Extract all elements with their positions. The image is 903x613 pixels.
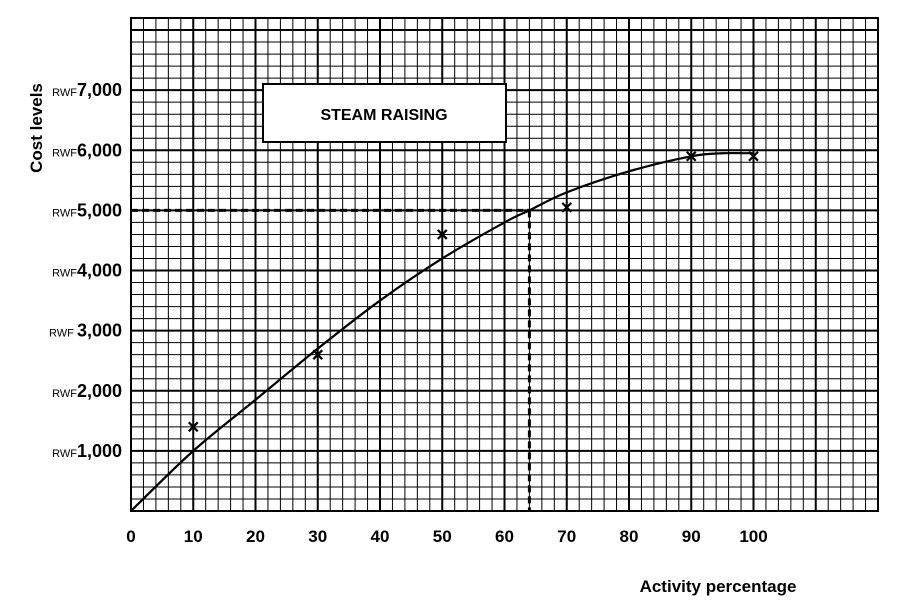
data-point xyxy=(685,151,697,162)
grid xyxy=(130,17,879,512)
x-tick-label: 40 xyxy=(371,527,390,546)
chart-title-box xyxy=(262,83,507,143)
y-tick-amount: 6,000 xyxy=(77,140,122,160)
y-tick-label: RWF1,000 xyxy=(52,441,122,461)
y-tick-label: RWF5,000 xyxy=(52,200,122,220)
plot-border xyxy=(130,17,879,512)
fitted-curve-line xyxy=(130,151,754,512)
x-tick-label: 60 xyxy=(495,527,514,546)
y-tick-currency: RWF xyxy=(52,268,77,280)
y-tick-currency: RWF xyxy=(52,448,77,460)
y-tick-currency: RWF xyxy=(52,147,77,159)
y-tick-currency: RWF xyxy=(52,207,77,219)
data-points xyxy=(187,151,759,433)
data-point xyxy=(561,202,573,213)
x-tick-labels: 0 10 20 30 40 50 60 70 80 90 100 xyxy=(126,527,767,546)
y-tick-label: RWF6,000 xyxy=(52,140,122,160)
y-tick-amount: 2,000 xyxy=(77,381,122,401)
y-tick-amount: 5,000 xyxy=(77,200,122,220)
fitted-curve xyxy=(130,151,754,512)
x-axis-label: Activity percentage xyxy=(640,577,797,596)
data-point xyxy=(187,421,199,433)
y-tick-label: RWF2,000 xyxy=(52,381,122,401)
reference-lines xyxy=(131,208,531,511)
x-tick-label: 0 xyxy=(126,527,135,546)
x-tick-label: 80 xyxy=(620,527,639,546)
x-tick-label: 100 xyxy=(739,527,767,546)
y-tick-label: RWF4,000 xyxy=(52,261,122,281)
x-tick-label: 10 xyxy=(184,527,203,546)
x-tick-label: 90 xyxy=(682,527,701,546)
y-tick-amount: 4,000 xyxy=(77,261,122,281)
y-tick-currency: RWF xyxy=(49,328,77,340)
data-point xyxy=(748,151,759,162)
y-tick-label: RWF 3,000 xyxy=(49,321,122,341)
data-point xyxy=(312,349,324,360)
y-tick-currency: RWF xyxy=(52,388,77,400)
x-tick-label: 50 xyxy=(433,527,452,546)
chart-title: STEAM RAISING xyxy=(320,107,447,124)
data-point xyxy=(436,229,448,240)
x-tick-label: 20 xyxy=(246,527,265,546)
y-axis-label: Cost levels xyxy=(27,83,46,173)
x-tick-label: 30 xyxy=(308,527,327,546)
y-tick-amount: 3,000 xyxy=(77,321,122,341)
y-tick-label: RWF7,000 xyxy=(52,80,122,100)
y-tick-currency: RWF xyxy=(52,87,77,99)
x-tick-label: 70 xyxy=(557,527,576,546)
y-tick-amount: 1,000 xyxy=(77,441,122,461)
y-tick-amount: 7,000 xyxy=(77,80,122,100)
